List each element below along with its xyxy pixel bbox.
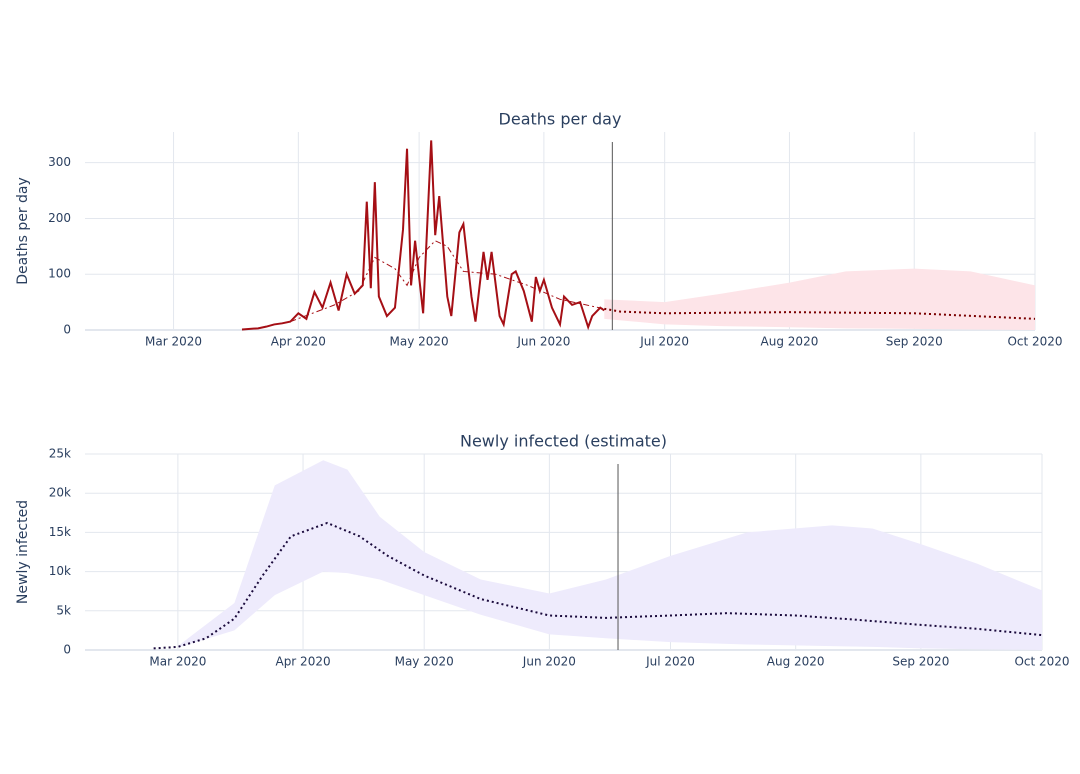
x-tick-label: Aug 2020: [761, 335, 819, 349]
data-line: [604, 307, 1036, 320]
y-tick-label: 0: [63, 323, 71, 337]
data-line: [241, 140, 605, 331]
x-tick-label: May 2020: [390, 335, 449, 349]
x-tick-label: Jun 2020: [516, 335, 570, 349]
y-axis-title: Newly infected: [15, 500, 31, 604]
y-tick-label: 10k: [49, 564, 71, 578]
x-tick-label: Apr 2020: [275, 655, 330, 669]
x-tick-label: May 2020: [395, 655, 454, 669]
x-tick-label: Sep 2020: [886, 335, 943, 349]
x-tick-label: Sep 2020: [892, 655, 949, 669]
confidence-band: [604, 268, 1035, 330]
subplot-title: Newly infected (estimate): [460, 432, 667, 451]
data-line: [290, 240, 605, 323]
y-axis-title: Deaths per day: [15, 177, 31, 285]
x-tick-label: Mar 2020: [145, 335, 202, 349]
x-tick-label: Apr 2020: [271, 335, 326, 349]
x-tick-label: Jun 2020: [522, 655, 576, 669]
data-line: [153, 521, 1043, 650]
confidence-band: [177, 460, 1042, 650]
y-tick-label: 5k: [56, 603, 71, 617]
x-tick-label: Oct 2020: [1014, 655, 1069, 669]
subplot-title: Deaths per day: [499, 110, 622, 129]
x-tick-label: Jul 2020: [639, 335, 689, 349]
y-tick-label: 15k: [49, 525, 71, 539]
x-tick-label: Oct 2020: [1007, 335, 1062, 349]
y-tick-label: 25k: [49, 447, 71, 461]
x-tick-label: Jul 2020: [645, 655, 695, 669]
y-tick-label: 100: [48, 267, 71, 281]
y-tick-label: 300: [48, 155, 71, 169]
y-tick-label: 200: [48, 211, 71, 225]
y-tick-label: 20k: [49, 486, 71, 500]
y-tick-label: 0: [63, 643, 71, 657]
x-tick-label: Mar 2020: [149, 655, 206, 669]
x-tick-label: Aug 2020: [767, 655, 825, 669]
